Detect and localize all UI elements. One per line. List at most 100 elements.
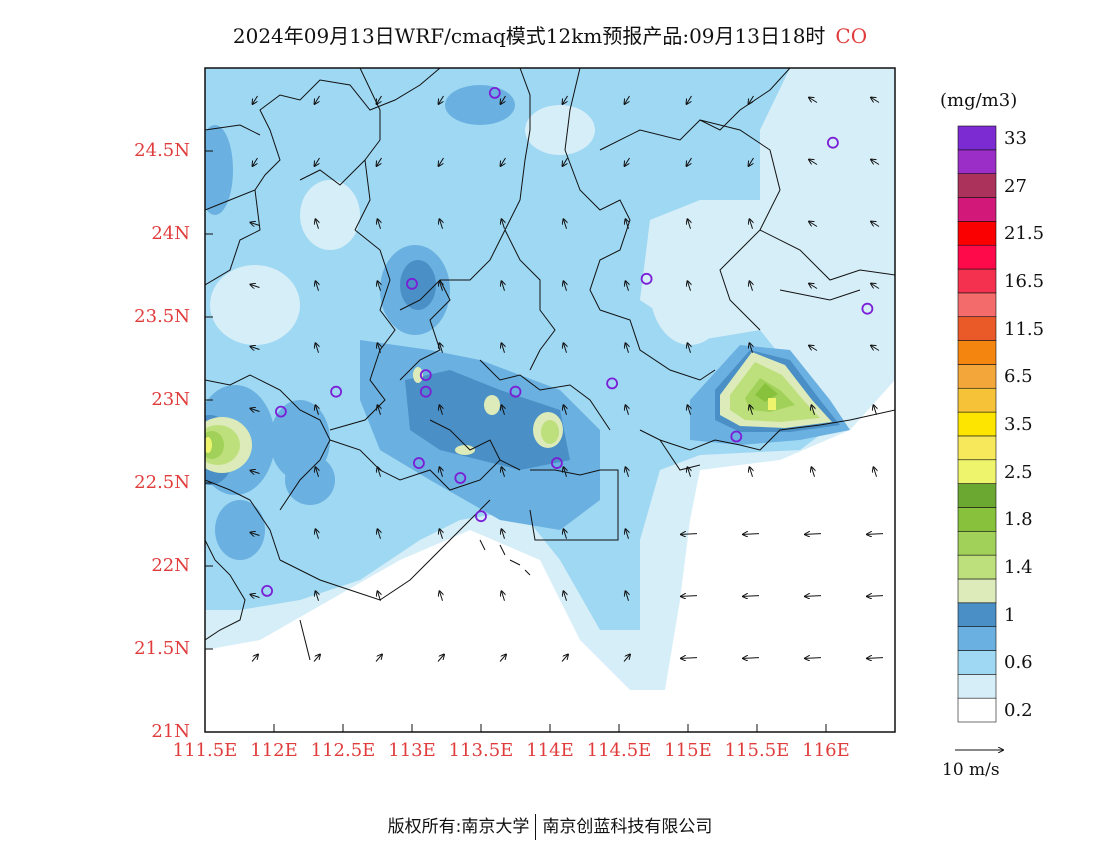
wind-arrow xyxy=(749,95,754,104)
wind-arrow xyxy=(440,405,443,415)
colorbar-swatch xyxy=(957,387,997,413)
wind-arrow xyxy=(316,467,319,477)
station-marker xyxy=(330,385,343,398)
station-marker xyxy=(454,472,467,484)
colorbar-swatch xyxy=(957,411,997,437)
wind-arrow xyxy=(440,281,443,291)
wind-arrow xyxy=(501,95,506,104)
colorbar-label: 1 xyxy=(1004,604,1016,626)
wind-arrow xyxy=(564,405,567,415)
province-boundaries xyxy=(205,68,895,661)
wind-arrow xyxy=(809,346,818,351)
wind-arrow xyxy=(502,591,505,601)
station-marker xyxy=(551,457,563,469)
wind-arrow xyxy=(750,405,753,415)
wind-arrow xyxy=(251,533,260,536)
wind-arrow xyxy=(502,467,505,477)
wind-arrow xyxy=(377,157,382,166)
colorbar-label: 33 xyxy=(1004,128,1027,149)
colorbar-label: 3.5 xyxy=(1004,414,1033,436)
title-main: 2024年09月13日WRF/cmaq模式12km预报产品:09月13日18时 xyxy=(232,24,826,48)
wind-arrow xyxy=(750,343,753,353)
wind-arrow xyxy=(750,219,753,229)
wind-arrow xyxy=(867,534,884,535)
title-species: CO xyxy=(835,24,868,48)
wind-arrow xyxy=(316,405,319,415)
wind-arrow xyxy=(378,529,381,539)
station-marker xyxy=(640,272,653,285)
wind-arrow xyxy=(688,219,691,229)
wind-arrow xyxy=(749,157,754,166)
wind-arrow xyxy=(437,655,444,662)
wind-arrow xyxy=(251,223,260,226)
colorbar-label: 1.8 xyxy=(1004,509,1033,531)
lat-tick-label: 21N xyxy=(151,721,190,742)
wind-arrow xyxy=(377,95,382,104)
footer-copyright: 版权所有:南京大学 xyxy=(387,817,530,837)
wind-arrow xyxy=(687,157,692,166)
wind-arrow xyxy=(681,534,698,535)
wind-arrow xyxy=(251,595,260,598)
colorbar-label: 0.6 xyxy=(1004,652,1033,674)
station-marker xyxy=(412,457,425,469)
colorbar-swatch xyxy=(957,292,997,318)
station-marker xyxy=(488,87,501,99)
wind-arrow xyxy=(440,591,443,601)
colorbar-label: 2.5 xyxy=(1004,461,1033,483)
wind-arrow xyxy=(688,405,691,415)
colorbar xyxy=(957,125,997,723)
wind-arrow xyxy=(378,467,381,477)
wind-arrow xyxy=(805,658,822,659)
wind-arrow xyxy=(564,281,567,291)
lon-tick-label: 116E xyxy=(802,740,850,761)
wind-arrow xyxy=(502,405,505,415)
colorbar-swatch xyxy=(957,149,997,174)
wind-key-label: 10 m/s xyxy=(942,760,1000,780)
wind-arrow xyxy=(626,591,629,601)
wind-arrow xyxy=(253,95,258,104)
wind-arrow xyxy=(626,281,629,291)
colorbar-swatch xyxy=(957,364,997,389)
wind-arrow xyxy=(871,222,880,227)
wind-arrow xyxy=(688,343,691,353)
axis-ticks xyxy=(204,150,827,733)
footer: 版权所有:南京大学 南京创蓝科技有限公司 xyxy=(0,812,1100,840)
wind-arrow xyxy=(251,655,258,662)
wind-arrow xyxy=(809,98,818,103)
wind-arrow xyxy=(564,219,567,229)
lat-tick-label: 23N xyxy=(151,389,190,410)
station-marker xyxy=(475,510,487,523)
wind-arrow xyxy=(688,281,691,291)
wind-arrow xyxy=(378,591,381,601)
station-marker xyxy=(730,430,743,443)
colorbar-swatch xyxy=(957,483,997,508)
wind-arrow xyxy=(253,157,258,166)
station-marker xyxy=(419,385,432,398)
wind-arrow xyxy=(563,95,568,104)
wind-arrow xyxy=(743,658,760,659)
lat-tick-label: 22N xyxy=(151,555,190,576)
concentration-field xyxy=(205,68,895,732)
wind-arrow xyxy=(867,658,884,659)
colorbar-swatch xyxy=(957,697,997,723)
wind-arrow xyxy=(440,467,443,477)
lon-tick-label: 111.5E xyxy=(172,740,238,761)
station-marker xyxy=(406,277,418,290)
station-marker xyxy=(509,385,522,398)
wind-arrow xyxy=(251,471,260,474)
wind-arrow xyxy=(625,95,630,104)
wind-arrow xyxy=(809,284,818,289)
wind-arrow xyxy=(805,534,822,535)
colorbar-swatch xyxy=(957,316,997,341)
wind-arrow xyxy=(871,284,880,289)
wind-arrow xyxy=(378,343,381,353)
station-marker xyxy=(861,302,874,315)
colorbar-label: 6.5 xyxy=(1004,366,1033,388)
wind-arrow xyxy=(625,157,630,166)
wind-arrow xyxy=(315,95,320,104)
lat-tick-label: 21.5N xyxy=(134,638,190,659)
station-marker xyxy=(274,405,287,418)
wind-arrow xyxy=(316,529,319,539)
station-markers xyxy=(261,87,874,597)
